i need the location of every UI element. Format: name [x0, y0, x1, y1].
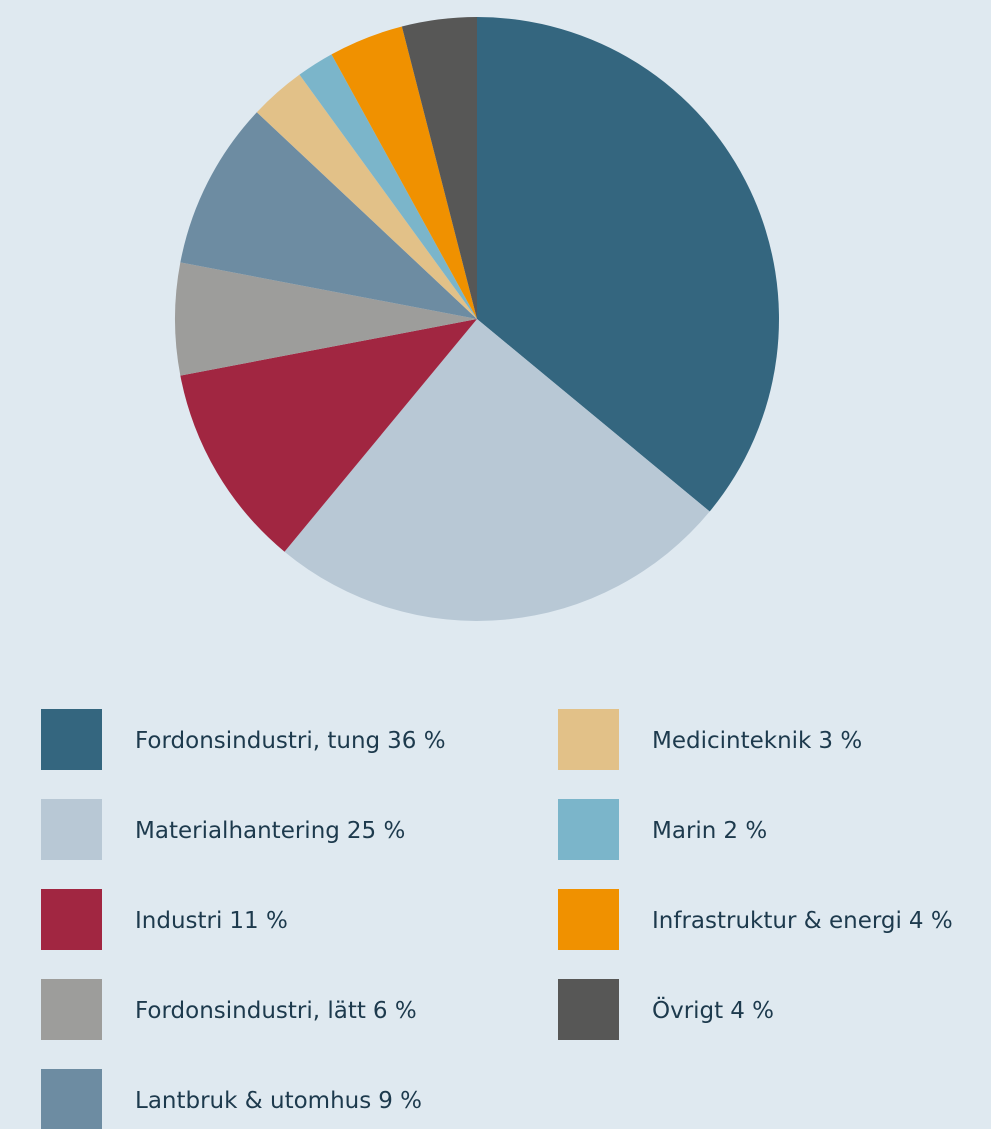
pie-slice: [299, 54, 477, 320]
legend-label: Övrigt 4 %: [652, 996, 774, 1024]
legend-name: Fordonsindustri, tung: [135, 728, 380, 754]
pie-slice: [284, 319, 710, 621]
legend-name: Industri: [135, 908, 222, 934]
legend-label: Industri 11 %: [135, 908, 288, 934]
legend-value: 25 %: [347, 818, 405, 844]
pie-slice: [331, 26, 477, 319]
legend-value: 11 %: [229, 908, 287, 934]
legend-label: Fordonsindustri, tung 36 %: [135, 728, 446, 754]
legend-label: Lantbruk & utomhus 9 %: [135, 1088, 422, 1114]
legend-value: 3 %: [818, 728, 862, 754]
pie-slice: [401, 17, 477, 319]
legend-name: Medicinteknik: [652, 728, 812, 754]
legend-value: 6 %: [373, 998, 417, 1024]
legend-label: Infrastruktur & energi 4 %: [652, 908, 953, 934]
legend-swatch: [558, 799, 619, 860]
pie-slice: [174, 262, 477, 376]
legend-value: 2 %: [723, 818, 767, 844]
legend-name: Övrigt: [652, 996, 723, 1024]
legend-value: 4 %: [909, 908, 953, 934]
legend-swatch: [558, 979, 619, 1040]
legend-name: Marin: [652, 818, 716, 844]
legend-label: Marin 2 %: [652, 818, 767, 844]
legend-label: Medicinteknik 3 %: [652, 728, 862, 754]
legend-swatch: [41, 889, 102, 950]
legend-label: Fordonsindustri, lätt 6 %: [135, 998, 417, 1024]
pie-slice: [256, 74, 477, 319]
legend-swatch: [41, 709, 102, 770]
legend-value: 36 %: [387, 728, 445, 754]
legend-swatch: [558, 709, 619, 770]
legend-label: Materialhantering 25 %: [135, 818, 405, 844]
legend-value: 4 %: [730, 998, 774, 1024]
pie-slice: [477, 17, 779, 512]
pie-slice: [180, 319, 477, 552]
pie-slice: [180, 112, 477, 319]
legend-name: Fordonsindustri, lätt: [135, 998, 366, 1024]
legend-swatch: [558, 889, 619, 950]
legend-swatch: [41, 1069, 102, 1129]
legend-name: Materialhantering: [135, 818, 340, 844]
legend-value: 9 %: [378, 1088, 422, 1114]
legend-name: Lantbruk & utomhus: [135, 1088, 371, 1114]
legend-swatch: [41, 979, 102, 1040]
legend-name: Infrastruktur & energi: [652, 908, 902, 934]
legend-swatch: [41, 799, 102, 860]
